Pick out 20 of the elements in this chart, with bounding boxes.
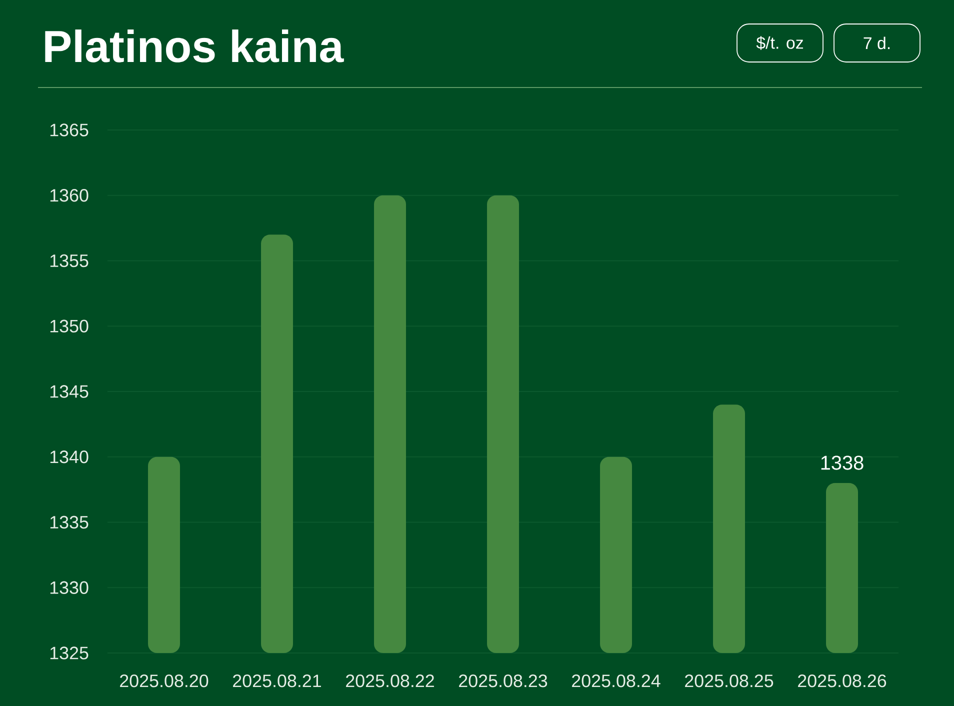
y-tick-label: 1355 [50,254,88,268]
y-tick-label: 1340 [50,450,88,464]
chart-title: Platinos kaina [45,30,344,62]
y-tick-label: 1350 [50,320,88,332]
x-tick-label: 2025.08.24 [572,674,660,688]
x-tick-label: 2025.08.21 [233,674,321,688]
y-tick-label: 1330 [50,581,88,594]
x-tick-label: 2025.08.22 [346,674,434,688]
y-tick-label: 1325 [50,646,88,660]
y-tick-label: 1345 [50,385,88,398]
y-tick-label: 1335 [50,516,88,529]
y-tick-label: 1365 [50,124,88,136]
text: $/t. oz [756,36,804,50]
x-tick-label: 2025.08.25 [685,674,774,688]
x-tick-label: 2025.08.26 [798,674,886,688]
text: 7 d. [864,36,890,50]
x-tick-label: 2025.08.23 [459,674,548,688]
data-label: 1338 [821,456,864,470]
x-tick-label: 2025.08.20 [120,674,208,688]
y-tick-label: 1360 [50,189,88,202]
